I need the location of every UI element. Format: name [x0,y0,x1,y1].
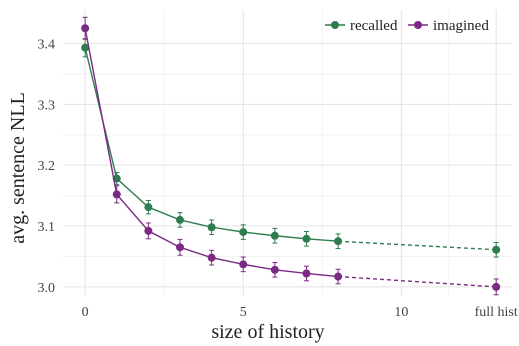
data-point-imagined [175,243,184,252]
legend-item-recalled: recalled [325,18,398,34]
data-point-recalled [492,245,501,254]
major-gridlines [63,10,512,296]
y-tick-label: 3.2 [38,159,56,174]
y-tick-label: 3.4 [38,37,56,52]
x-tick-label: 0 [82,305,89,320]
data-point-recalled [81,43,90,52]
data-point-imagined [334,272,343,281]
legend-marker-recalled [331,21,339,29]
data-point-recalled [270,231,279,240]
legend-item-imagined: imagined [408,18,489,34]
data-point-imagined [81,24,90,33]
data-point-recalled [144,203,153,212]
legend: recalled imagined [325,18,489,34]
series-line-imagined [84,28,339,278]
series-layer [81,16,501,296]
x-tick-label: full hist [475,305,518,320]
data-point-imagined [492,282,501,291]
data-point-recalled [334,237,343,246]
data-point-imagined [207,253,216,262]
y-tick-label: 3.3 [38,98,56,113]
series-line-dashed-recalled [338,240,497,251]
legend-label-recalled: recalled [350,18,398,34]
data-point-recalled [302,234,311,243]
data-point-imagined [270,265,279,274]
series-line-dashed-imagined [338,275,497,288]
y-tick-label: 3.0 [38,281,56,296]
series-line-recalled [84,47,339,242]
series-recalled [81,38,501,258]
data-point-recalled [207,223,216,232]
data-point-imagined [112,190,121,199]
data-point-recalled [175,215,184,224]
data-point-recalled [239,228,248,237]
data-point-imagined [239,260,248,269]
axis-tick-labels: 3.0 3.1 3.2 3.3 3.4 0 5 10 full hist [38,37,518,320]
data-point-imagined [144,226,153,235]
y-tick-label: 3.1 [38,220,56,235]
x-tick-label: 10 [394,305,408,320]
data-point-imagined [302,269,311,278]
legend-label-imagined: imagined [433,18,489,34]
x-axis-label: size of history [211,321,324,343]
y-axis-label: avg. sentence NLL [7,92,29,244]
legend-marker-imagined [414,21,422,29]
minor-gridlines [63,10,512,296]
series-imagined [81,16,501,296]
x-tick-label: 5 [240,305,247,320]
